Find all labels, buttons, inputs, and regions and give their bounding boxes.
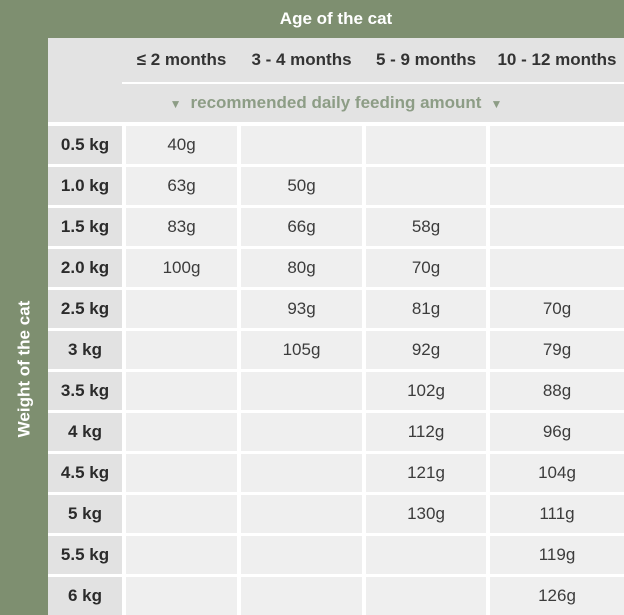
weight-axis-title-band: Weight of the cat bbox=[0, 124, 48, 613]
row-header: 5 kg bbox=[48, 495, 122, 533]
feeding-amount-cell: 126g bbox=[490, 577, 624, 615]
feeding-amount-cell bbox=[126, 454, 237, 492]
row-header: 0.5 kg bbox=[48, 126, 122, 164]
feeding-amount-cell bbox=[126, 372, 237, 410]
feeding-amount-cell: 63g bbox=[126, 167, 237, 205]
feeding-amount-cell bbox=[366, 536, 486, 574]
feeding-amount-cell bbox=[126, 290, 237, 328]
column-header: 10 - 12 months bbox=[497, 50, 617, 69]
table-body: 0.5 kg 40g 1.0 kg 63g 50g 1.5 kg 83g 66g… bbox=[48, 122, 624, 615]
feeding-amount-cell bbox=[490, 249, 624, 287]
feeding-amount-cell bbox=[126, 331, 237, 369]
feeding-amount-cell bbox=[241, 454, 362, 492]
column-header: 5 - 9 months bbox=[375, 50, 477, 69]
feeding-amount-cell bbox=[241, 577, 362, 615]
feeding-amount-cell: 66g bbox=[241, 208, 362, 246]
feeding-amount-cell: 88g bbox=[490, 372, 624, 410]
feeding-amount-cell bbox=[126, 413, 237, 451]
subheader-row: ▼ recommended daily feeding amount ▼ bbox=[48, 84, 624, 122]
feeding-amount-cell: 102g bbox=[366, 372, 486, 410]
row-header: 3 kg bbox=[48, 331, 122, 369]
feeding-amount-cell: 79g bbox=[490, 331, 624, 369]
feeding-amount-cell: 70g bbox=[490, 290, 624, 328]
table-header: ≤ 2 months 3 - 4 months 5 - 9 months 10 … bbox=[48, 38, 624, 122]
feeding-amount-cell: 81g bbox=[366, 290, 486, 328]
table-row: 2.0 kg 100g 80g 70g bbox=[48, 249, 624, 287]
feeding-amount-cell: 50g bbox=[241, 167, 362, 205]
column-header-row: ≤ 2 months 3 - 4 months 5 - 9 months 10 … bbox=[48, 38, 624, 82]
row-header: 3.5 kg bbox=[48, 372, 122, 410]
feeding-amount-cell: 112g bbox=[366, 413, 486, 451]
table-row: 2.5 kg 93g 81g 70g bbox=[48, 290, 624, 328]
feeding-amount-cell: 100g bbox=[126, 249, 237, 287]
table-row: 0.5 kg 40g bbox=[48, 126, 624, 164]
down-triangle-icon: ▼ bbox=[490, 97, 503, 111]
feeding-amount-cell: 70g bbox=[366, 249, 486, 287]
feeding-amount-cell: 111g bbox=[490, 495, 624, 533]
row-header: 4 kg bbox=[48, 413, 122, 451]
table-row: 3.5 kg 102g 88g bbox=[48, 372, 624, 410]
feeding-amount-cell: 93g bbox=[241, 290, 362, 328]
feeding-amount-cell: 104g bbox=[490, 454, 624, 492]
table-row: 4 kg 112g 96g bbox=[48, 413, 624, 451]
feeding-amount-cell bbox=[241, 413, 362, 451]
feeding-amount-cell bbox=[241, 536, 362, 574]
feeding-amount-cell: 58g bbox=[366, 208, 486, 246]
feeding-amount-cell: 96g bbox=[490, 413, 624, 451]
table-row: 5 kg 130g 111g bbox=[48, 495, 624, 533]
feeding-amount-cell bbox=[366, 126, 486, 164]
row-header: 1.5 kg bbox=[48, 208, 122, 246]
feeding-amount-cell bbox=[490, 208, 624, 246]
feeding-amount-cell: 121g bbox=[366, 454, 486, 492]
row-header: 2.5 kg bbox=[48, 290, 122, 328]
table-row: 4.5 kg 121g 104g bbox=[48, 454, 624, 492]
row-header: 1.0 kg bbox=[48, 167, 122, 205]
table-row: 6 kg 126g bbox=[48, 577, 624, 615]
feeding-amount-cell bbox=[126, 536, 237, 574]
feeding-amount-cell: 130g bbox=[366, 495, 486, 533]
row-header: 2.0 kg bbox=[48, 249, 122, 287]
header-divider bbox=[122, 82, 624, 84]
down-triangle-icon: ▼ bbox=[169, 97, 182, 111]
feeding-table: ≤ 2 months 3 - 4 months 5 - 9 months 10 … bbox=[48, 38, 624, 615]
table-row: 3 kg 105g 92g 79g bbox=[48, 331, 624, 369]
feeding-amount-cell: 92g bbox=[366, 331, 486, 369]
feeding-amount-cell bbox=[241, 495, 362, 533]
feeding-amount-cell bbox=[126, 577, 237, 615]
subheader-label: recommended daily feeding amount bbox=[190, 93, 482, 112]
weight-axis-title: Weight of the cat bbox=[14, 300, 34, 437]
table-row: 1.5 kg 83g 66g 58g bbox=[48, 208, 624, 246]
feeding-amount-cell: 80g bbox=[241, 249, 362, 287]
feeding-amount-cell bbox=[366, 167, 486, 205]
row-header: 5.5 kg bbox=[48, 536, 122, 574]
feeding-amount-cell bbox=[241, 126, 362, 164]
feeding-amount-cell bbox=[490, 126, 624, 164]
feeding-amount-cell: 119g bbox=[490, 536, 624, 574]
table-row: 1.0 kg 63g 50g bbox=[48, 167, 624, 205]
age-axis-title: Age of the cat bbox=[279, 9, 393, 28]
row-header: 4.5 kg bbox=[48, 454, 122, 492]
feeding-amount-cell bbox=[126, 495, 237, 533]
feeding-amount-cell bbox=[241, 372, 362, 410]
feeding-amount-cell bbox=[366, 577, 486, 615]
table-row: 5.5 kg 119g bbox=[48, 536, 624, 574]
feeding-amount-cell: 40g bbox=[126, 126, 237, 164]
row-header: 6 kg bbox=[48, 577, 122, 615]
feeding-amount-cell: 105g bbox=[241, 331, 362, 369]
feeding-amount-cell bbox=[490, 167, 624, 205]
feeding-amount-cell: 83g bbox=[126, 208, 237, 246]
column-header: 3 - 4 months bbox=[251, 50, 352, 69]
column-header: ≤ 2 months bbox=[136, 50, 227, 69]
